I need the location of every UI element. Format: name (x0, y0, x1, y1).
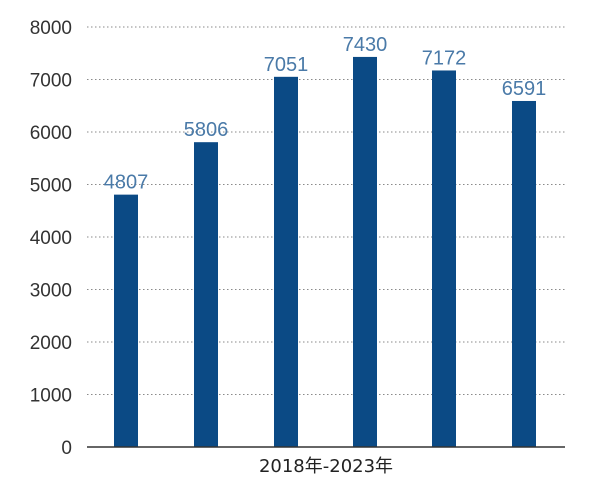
bar-value-label: 4807 (104, 172, 149, 194)
y-tick-label: 8000 (30, 18, 72, 39)
bar (194, 142, 218, 447)
bar (432, 70, 456, 447)
y-tick-label: 4000 (30, 228, 72, 249)
y-tick-label: 1000 (30, 386, 72, 407)
data-labels: 4807 5806 7051 7430 7172 6591 (104, 34, 547, 194)
gridlines (87, 26, 565, 395)
bar-value-label: 7172 (422, 47, 467, 69)
bar (274, 76, 298, 447)
y-axis-ticks: 0 1000 2000 3000 4000 5000 6000 7000 8000 (30, 18, 72, 459)
y-tick-label: 5000 (30, 176, 72, 197)
bar-value-label: 6591 (502, 78, 547, 100)
bar-value-label: 7051 (264, 54, 309, 76)
y-tick-label: 2000 (30, 333, 72, 354)
y-tick-label: 6000 (30, 123, 72, 144)
bars (114, 56, 536, 448)
bar (114, 194, 138, 447)
y-tick-label: 0 (61, 438, 72, 459)
y-tick-label: 7000 (30, 71, 72, 92)
y-tick-label: 3000 (30, 281, 72, 302)
bar-value-label: 7430 (343, 34, 388, 56)
bar (512, 100, 536, 447)
bar-value-label: 5806 (184, 119, 229, 141)
x-axis-label: 2018年-2023年 (259, 456, 393, 477)
bar (353, 56, 377, 448)
